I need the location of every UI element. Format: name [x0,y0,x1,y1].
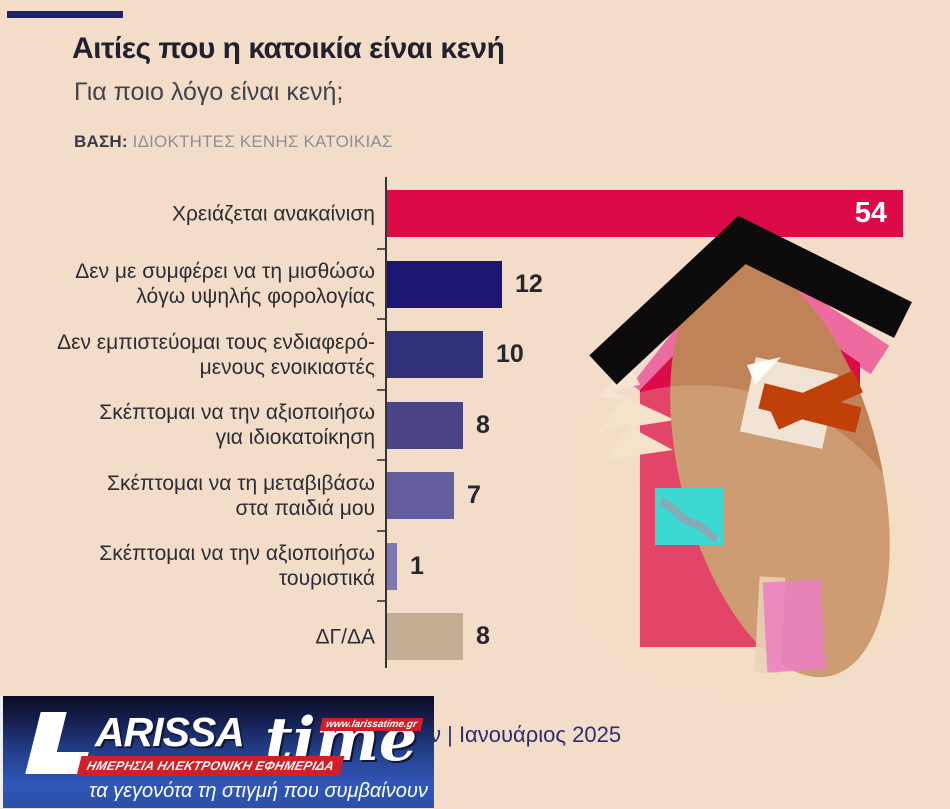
logo-wordmark: ARISSA [95,709,245,755]
base-line: ΒΑΣΗ: ΙΔΙΟΚΤΗΤΕΣ ΚΕΝΗΣ ΚΑΤΟΙΚΙΑΣ [74,132,393,152]
abstract-house-illustration [585,215,917,695]
value-label: 12 [515,269,543,298]
axis-tick [377,600,385,602]
logo-url-badge: www.larissatime.gr [319,718,424,731]
axis-line [385,177,387,668]
bowtie-bar-2 [769,370,863,430]
axis-tick [377,530,385,532]
bar [387,613,463,660]
tan-oval [670,262,890,678]
value-label: 7 [467,481,481,509]
larissatime-logo: ARISSA time www.larissatime.gr ΗΜΕΡΗΣΙΑ … [0,696,434,808]
logo-slogan: τα γεγονότα τη στιγμή που συμβαίνουν [89,780,428,802]
window-wave [659,497,719,543]
category-label: Σκέπτομαι να την αξιοποιήσω τουριστικά [99,542,375,590]
value-label: 8 [476,622,490,650]
base-value: ΙΔΙΟΚΤΗΤΕΣ ΚΕΝΗΣ ΚΑΤΟΙΚΙΑΣ [132,132,393,151]
axis-tick [377,248,385,250]
logo-red-banner: ΗΜΕΡΗΣΙΑ ΗΛΕΚΤΡΟΝΙΚΗ ΕΦΗΜΕΡΙΔΑ [76,756,345,776]
house-roof [589,215,912,385]
bar [387,331,483,378]
value-label: 8 [476,410,490,439]
category-label: Σκέπτομαι να τη μεταβιβάσω στα παιδιά μο… [107,471,375,520]
bar [387,401,463,449]
category-label: Χρειάζεται ανακαίνιση [171,202,375,225]
zigzag-shape [597,347,675,460]
bar [387,542,397,590]
category-label: Δεν εμπιστεύομαι τους ενδιαφερό- μενους … [57,330,375,379]
paper-corner [747,357,781,385]
caption-text: ν | Ιανουάριος 2025 [430,722,622,747]
category-label: ΔΓ/ΔΑ [315,625,375,648]
door-shape [762,579,826,673]
category-label: Σκέπτομαι να την αξιοποιήσω για ιδιοκατο… [99,401,375,449]
value-label: 1 [410,551,424,580]
axis-tick [377,459,385,461]
axis-tick [377,318,385,320]
value-label: 10 [496,340,524,368]
page-title: Αιτίες που η κατοικία είναι κενή [72,32,505,65]
base-label: ΒΑΣΗ: [74,132,128,151]
bar [387,190,903,237]
source-caption: ν | Ιανουάριος 2025 [430,722,621,748]
page-subtitle: Για ποιο λόγο είναι κενή; [74,78,344,106]
bar [387,260,502,308]
axis-tick [377,389,385,391]
category-label: Δεν με συμφέρει να τη μισθώσω λόγω υψηλή… [75,260,375,308]
bar [387,472,454,519]
accent-bar [7,11,123,18]
value-label: 54 [854,197,887,229]
